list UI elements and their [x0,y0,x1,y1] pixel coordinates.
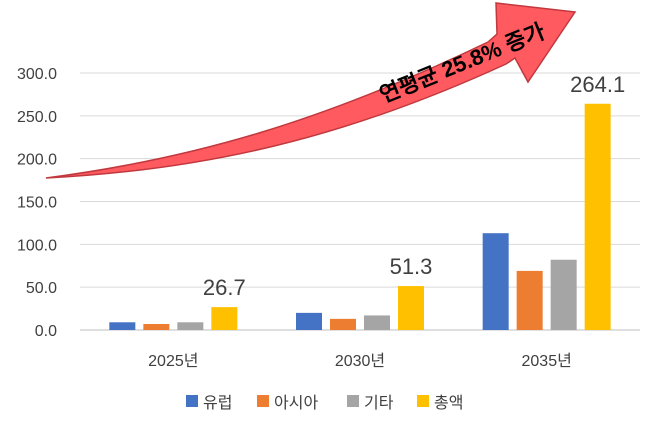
x-tick-label: 2030년 [335,352,385,370]
legend-label: 기타 [364,394,394,412]
y-tick-label: 50.0 [26,280,57,297]
y-tick-label: 200.0 [17,152,57,169]
bar-기타-2025년 [177,322,204,330]
bar-기타-2035년 [550,259,577,330]
growth-arrow-shape [45,2,577,179]
bar-총액-2025년 [211,307,238,330]
legend-swatch-기타 [347,395,359,407]
y-tick-label: 150.0 [17,195,57,212]
data-label: 51.3 [390,254,433,279]
legend-label: 총액 [434,394,463,412]
growth-arrow: 연평균 25.8% 증가 [45,2,577,179]
legend-swatch-아시아 [257,395,269,407]
x-tick-label: 2025년 [148,352,198,370]
legend-swatch-유럽 [186,395,198,407]
y-tick-label: 100.0 [17,237,57,254]
bar-유럽-2035년 [482,233,509,330]
y-axis: 0.0 50.0 100.0 150.0 200.0 250.0 300.0 [17,66,57,340]
x-tick-label: 2035년 [522,352,572,370]
legend-label: 유럽 [203,394,232,412]
data-label: 264.1 [570,72,625,97]
y-tick-label: 250.0 [17,109,57,126]
y-tick-label: 0.0 [35,323,57,340]
legend-label: 아시아 [274,394,318,412]
y-tick-label: 300.0 [17,66,57,83]
bar-유럽-2025년 [109,322,136,330]
x-axis: 2025년 2030년 2035년 [148,352,572,370]
bar-아시아-2025년 [143,324,170,330]
bar-총액-2030년 [398,286,424,330]
bars [109,103,611,330]
data-labels: 26.7 51.3 264.1 [203,72,625,300]
bar-총액-2035년 [584,103,611,330]
bar-기타-2030년 [364,315,390,330]
legend-swatch-총액 [417,395,429,407]
legend: 유럽 아시아 기타 총액 [186,394,463,412]
bar-유럽-2030년 [296,312,322,330]
bar-아시아-2035년 [516,270,543,330]
bar-아시아-2030년 [330,318,356,330]
data-label: 26.7 [203,275,246,300]
